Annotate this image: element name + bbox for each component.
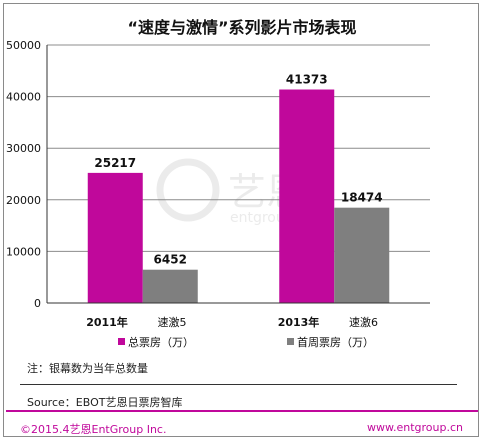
legend: 总票房（万） 首周票房（万） xyxy=(118,335,374,349)
axes: 0 10000 20000 30000 40000 50000 2011年 速激5 2013年 速… xyxy=(6,39,430,329)
data-label: 41373 xyxy=(286,73,328,87)
bar xyxy=(142,269,198,303)
website-link[interactable]: www.entgroup.cn xyxy=(367,421,463,434)
data-label: 18474 xyxy=(341,191,383,205)
data-label: 6452 xyxy=(154,253,187,267)
bars: 25217 6452 41373 18474 xyxy=(87,73,390,303)
divider xyxy=(20,384,457,385)
footnote: 注：银幕数为当年总数量 xyxy=(27,362,148,375)
legend-swatch xyxy=(118,338,125,345)
chart-frame xyxy=(3,3,479,437)
bar xyxy=(87,172,143,303)
bar xyxy=(279,89,335,303)
x-tick-film: 速激6 xyxy=(349,315,378,329)
legend-swatch xyxy=(287,338,294,345)
x-tick-film: 速激5 xyxy=(158,315,187,329)
y-tick-label: 20000 xyxy=(6,194,41,207)
y-tick-label: 30000 xyxy=(6,142,41,155)
watermark-brand-en: entgroup xyxy=(230,210,294,226)
y-tick-label: 50000 xyxy=(6,39,41,52)
y-tick-label: 40000 xyxy=(6,91,41,104)
x-tick-year: 2011年 xyxy=(86,315,128,329)
source-text: Source：EBOT艺恩日票房智库 xyxy=(27,396,183,409)
bar xyxy=(334,207,390,303)
data-label: 25217 xyxy=(94,156,136,170)
legend-label: 总票房（万） xyxy=(128,335,194,349)
x-tick-year: 2013年 xyxy=(278,315,320,329)
copyright-text: ©2015.4艺恩EntGroup Inc. xyxy=(20,423,167,436)
y-tick-label: 10000 xyxy=(6,245,41,258)
y-tick-label: 0 xyxy=(34,297,41,310)
chart-title: “速度与激情”系列影片市场表现 xyxy=(127,18,356,37)
footer-rule xyxy=(6,410,478,412)
legend-label: 首周票房（万） xyxy=(297,335,374,349)
